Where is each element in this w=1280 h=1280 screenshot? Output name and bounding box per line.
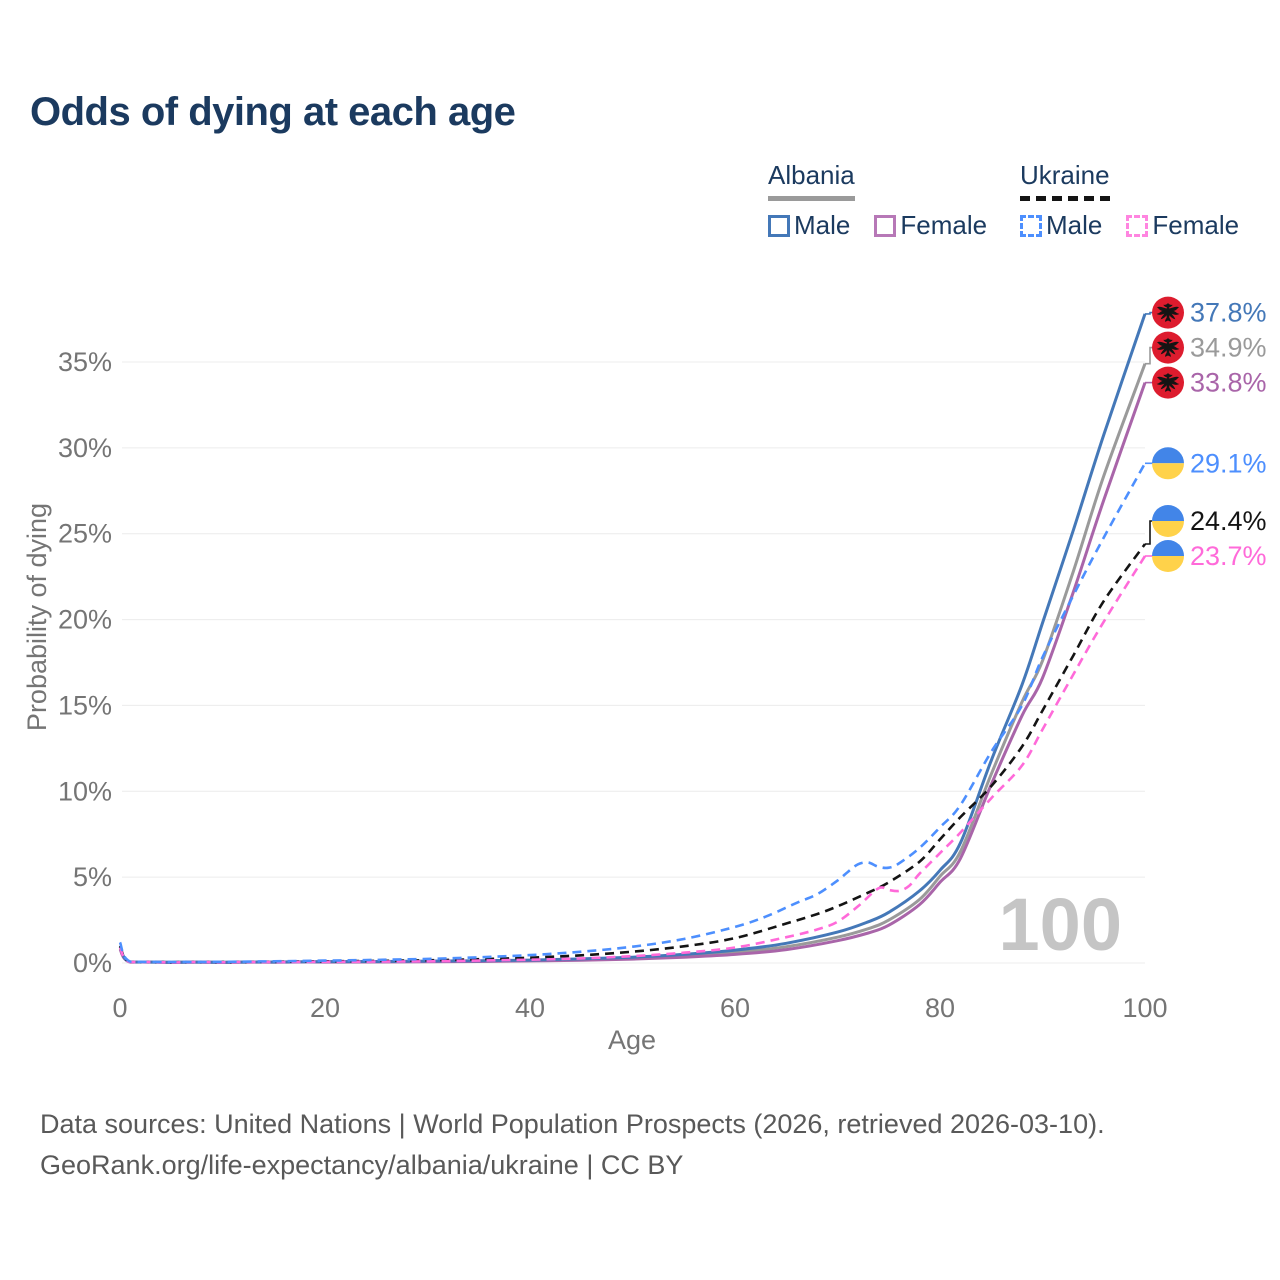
albania-flag-icon <box>1152 331 1184 364</box>
mortality-line-chart: 100 0%5%10%15%20%25%30%35% 0 20 40 60 80 100 … <box>22 296 1267 1055</box>
end-label-value-ukraine-male: 29.1% <box>1190 448 1267 478</box>
flag-blue-half <box>1152 505 1184 521</box>
footer: Data sources: United Nations | World Pop… <box>40 1104 1105 1186</box>
ukraine-flag-icon <box>1152 505 1184 537</box>
end-label-connector-albania-all <box>1145 346 1153 365</box>
series-line-albania-female <box>118 382 1147 965</box>
legend-group-ukraine: Ukraine Male Female <box>1020 160 1239 241</box>
end-label-connector-ukraine-all <box>1145 520 1153 545</box>
legend-row-albania: Male Female <box>768 210 987 241</box>
legend-label-ukraine-male: Male <box>1046 210 1103 240</box>
series-line-ukraine-male <box>118 462 1147 964</box>
end-label-value-ukraine-female: 23.7% <box>1190 541 1267 571</box>
legend-swatch-ukraine-male-icon <box>1020 214 1042 237</box>
x-tick-label: 60 <box>720 993 750 1023</box>
series-line-albania-all <box>118 363 1147 965</box>
page-title: Odds of dying at each age <box>30 90 516 134</box>
x-tick-label: 40 <box>515 993 545 1023</box>
albania-eagle-emblem <box>1156 303 1180 322</box>
legend-swatch-ukraine-female-icon <box>1126 214 1149 237</box>
end-labels: 23.7% 24.4% 29.1% 33.8% 34.9% 37.8% <box>1145 296 1267 572</box>
legend-label-ukraine-female: Female <box>1152 210 1240 240</box>
end-label-value-albania-female: 33.8% <box>1190 368 1267 398</box>
legend-label-albania-male: Male <box>794 210 851 240</box>
flag-yellow-half <box>1152 521 1184 537</box>
end-label-value-albania-all: 34.9% <box>1190 333 1267 363</box>
ukraine-flag-icon <box>1152 540 1184 572</box>
ukraine-flag-icon <box>1152 447 1184 480</box>
x-tick-label: 0 <box>112 993 127 1023</box>
x-tick-label: 100 <box>1122 993 1167 1023</box>
series-line-ukraine-all <box>118 543 1147 964</box>
gridlines <box>122 361 1145 964</box>
albania-eagle-emblem <box>1156 373 1180 392</box>
x-axis-title: Age <box>608 1025 656 1055</box>
legend-country-albania: Albania <box>768 160 855 201</box>
legend-swatch-albania-male-icon <box>768 214 790 237</box>
albania-flag-icon <box>1152 366 1184 399</box>
y-tick-label: 5% <box>73 862 112 892</box>
footer-attribution: GeoRank.org/life-expectancy/albania/ukra… <box>40 1150 684 1180</box>
flag-blue-half <box>1152 540 1184 556</box>
legend-row-ukraine: Male Female <box>1020 210 1239 241</box>
x-axis-ticks: 0 20 40 60 80 100 <box>112 993 1167 1023</box>
y-tick-label: 20% <box>58 605 112 635</box>
y-tick-label: 30% <box>58 433 112 463</box>
legend-swatch-albania-female-icon <box>874 214 897 237</box>
x-tick-label: 20 <box>310 993 340 1023</box>
y-tick-label: 25% <box>58 519 112 549</box>
footer-sources: Data sources: United Nations | World Pop… <box>40 1109 1105 1139</box>
legend-country-ukraine: Ukraine <box>1020 160 1110 201</box>
y-axis-title: Probability of dying <box>22 503 52 731</box>
y-tick-label: 35% <box>58 347 112 377</box>
series-line-albania-male <box>118 313 1147 964</box>
legend-group-albania: Albania Male Female <box>768 160 987 241</box>
end-label-value-ukraine-all: 24.4% <box>1190 506 1267 536</box>
albania-flag-icon <box>1152 296 1184 329</box>
flag-yellow-half <box>1152 463 1184 480</box>
end-label-connector-albania-male <box>1145 311 1153 315</box>
flag-yellow-half <box>1152 556 1184 572</box>
y-tick-label: 10% <box>58 776 112 806</box>
end-label-value-albania-male: 37.8% <box>1190 298 1267 328</box>
albania-eagle-emblem <box>1156 338 1180 357</box>
series-lines <box>118 313 1147 965</box>
legend-label-albania-female: Female <box>900 210 988 240</box>
age-counter-watermark: 100 <box>999 883 1122 966</box>
flag-blue-half <box>1152 447 1184 464</box>
y-axis-ticks: 0% 5% 10% 15% 20% 25% 30% 35% <box>58 347 112 978</box>
y-tick-label: 0% <box>73 948 112 978</box>
y-tick-label: 15% <box>58 690 112 720</box>
x-tick-label: 80 <box>925 993 955 1023</box>
